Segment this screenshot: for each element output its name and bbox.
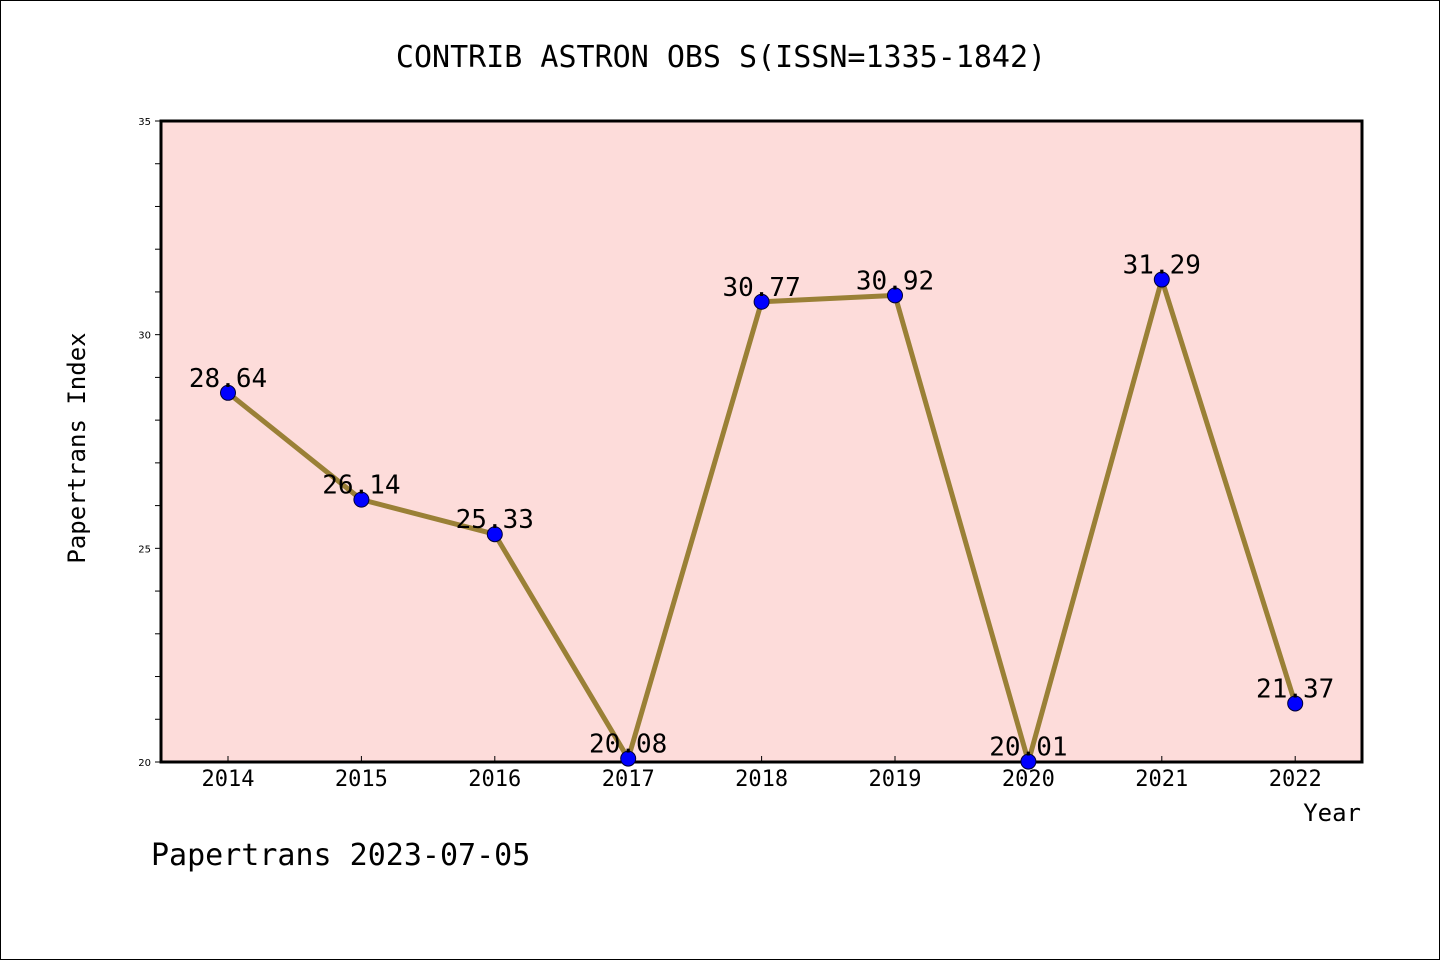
- chart-title: CONTRIB ASTRON OBS S(ISSN=1335-1842): [396, 40, 1046, 75]
- data-point: [353, 491, 370, 508]
- y-tick-label: 30: [138, 331, 151, 342]
- y-tick-label: 25: [138, 544, 151, 555]
- y-axis: 20 25 30 35: [138, 117, 161, 769]
- data-point: [486, 526, 503, 543]
- data-point: [1153, 271, 1170, 288]
- plot-area: [159, 119, 1364, 764]
- data-point: [620, 750, 637, 767]
- x-tick-label: 2014: [202, 767, 255, 792]
- x-tick-label: 2017: [602, 767, 655, 792]
- y-tick-label: 20: [138, 758, 151, 769]
- data-point: [887, 287, 903, 304]
- x-tick-label: 2015: [335, 767, 388, 792]
- y-axis-label: Papertrans Index: [63, 332, 91, 563]
- x-tick-label: 2020: [1002, 767, 1055, 792]
- data-point: [220, 384, 236, 401]
- footer-date: Papertrans 2023-07-05: [151, 838, 530, 873]
- data-label: 20.01: [989, 733, 1067, 763]
- x-tick-label: 2019: [869, 767, 922, 792]
- x-tick-label: 2021: [1135, 767, 1188, 792]
- x-tick-label: 2018: [735, 767, 788, 792]
- x-axis-label: Year: [1303, 799, 1361, 827]
- data-label: 30.92: [856, 266, 934, 296]
- data-label: 21.37: [1256, 674, 1334, 704]
- data-point: [753, 293, 770, 310]
- data-point: [1020, 753, 1037, 770]
- data-label: 20.08: [589, 730, 667, 760]
- y-tick-label: 35: [138, 117, 151, 128]
- data-label: 26.14: [322, 471, 400, 501]
- x-axis: 2014 2015 2016 2017 2018 2019 2020 2021 2022: [202, 756, 1322, 792]
- data-label: 30.77: [722, 273, 800, 303]
- data-label: 25.33: [456, 505, 534, 535]
- data-label: 31.29: [1123, 251, 1201, 281]
- data-series: 28.64 26.14 25.33 20.08 30.77 30.92 20.01 31.29…: [189, 251, 1334, 770]
- data-label: 28.64: [189, 364, 267, 394]
- data-point: [1287, 695, 1304, 712]
- x-tick-label: 2022: [1269, 767, 1322, 792]
- x-tick-label: 2016: [468, 767, 521, 792]
